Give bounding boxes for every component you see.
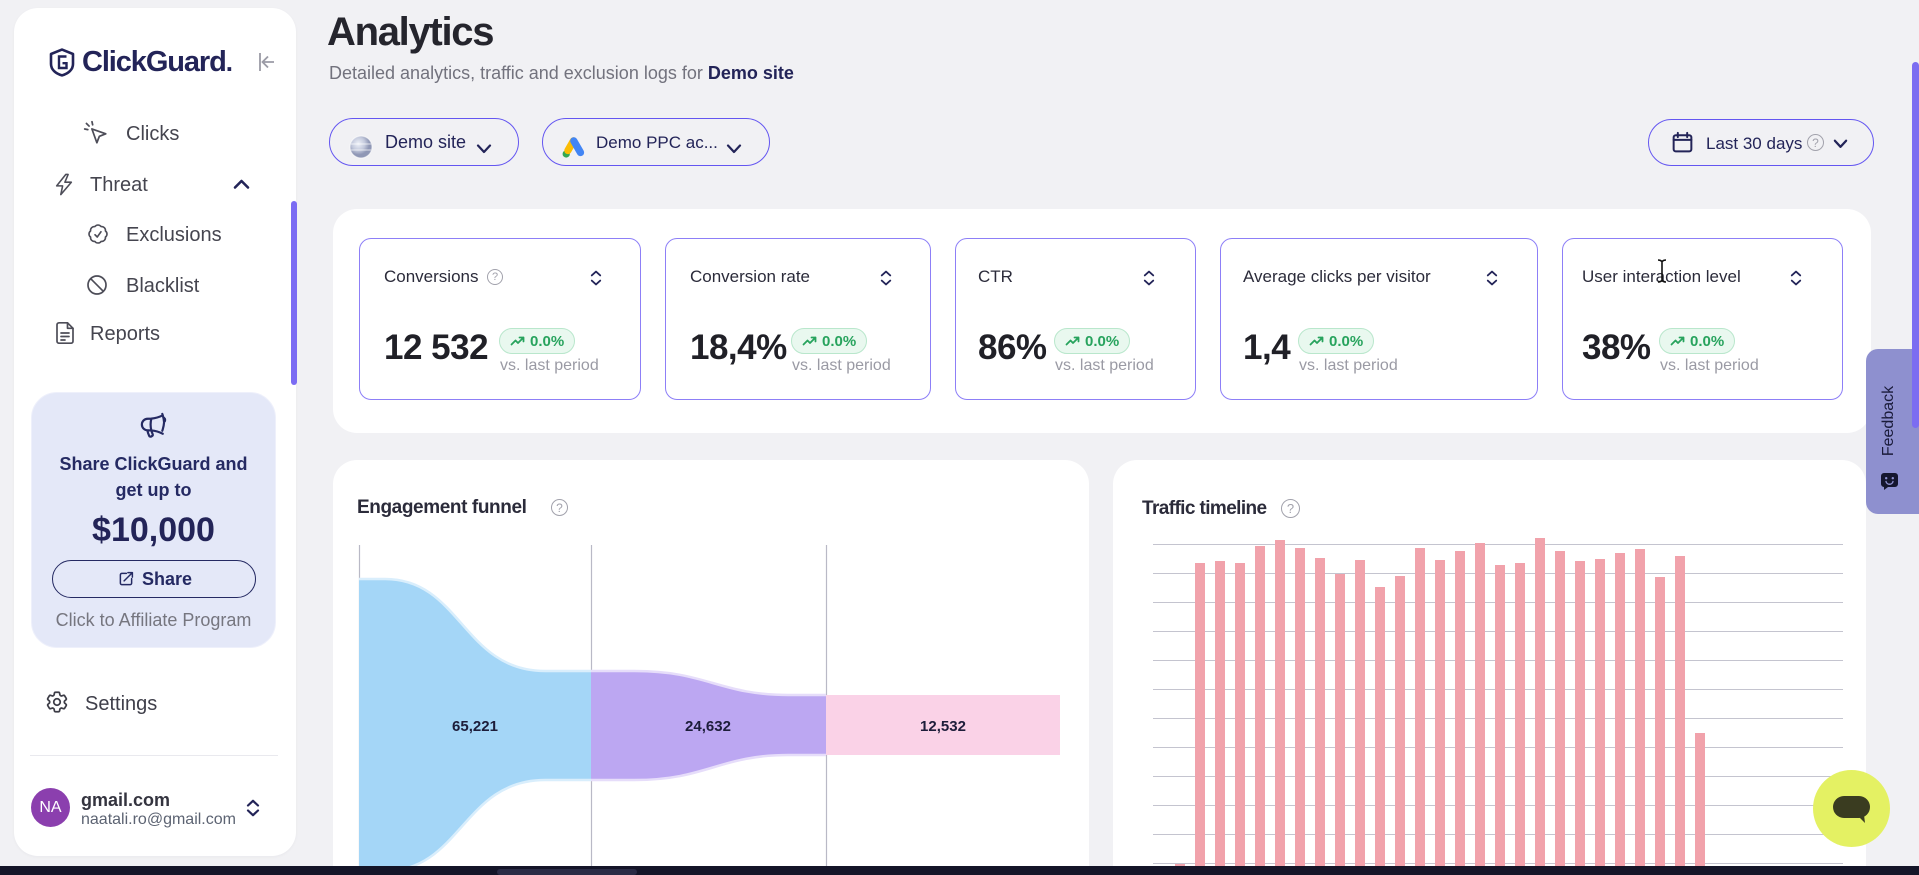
svg-text:12,532: 12,532 — [920, 718, 966, 735]
svg-text:24,632: 24,632 — [685, 718, 731, 735]
svg-text:65,221: 65,221 — [452, 718, 498, 735]
